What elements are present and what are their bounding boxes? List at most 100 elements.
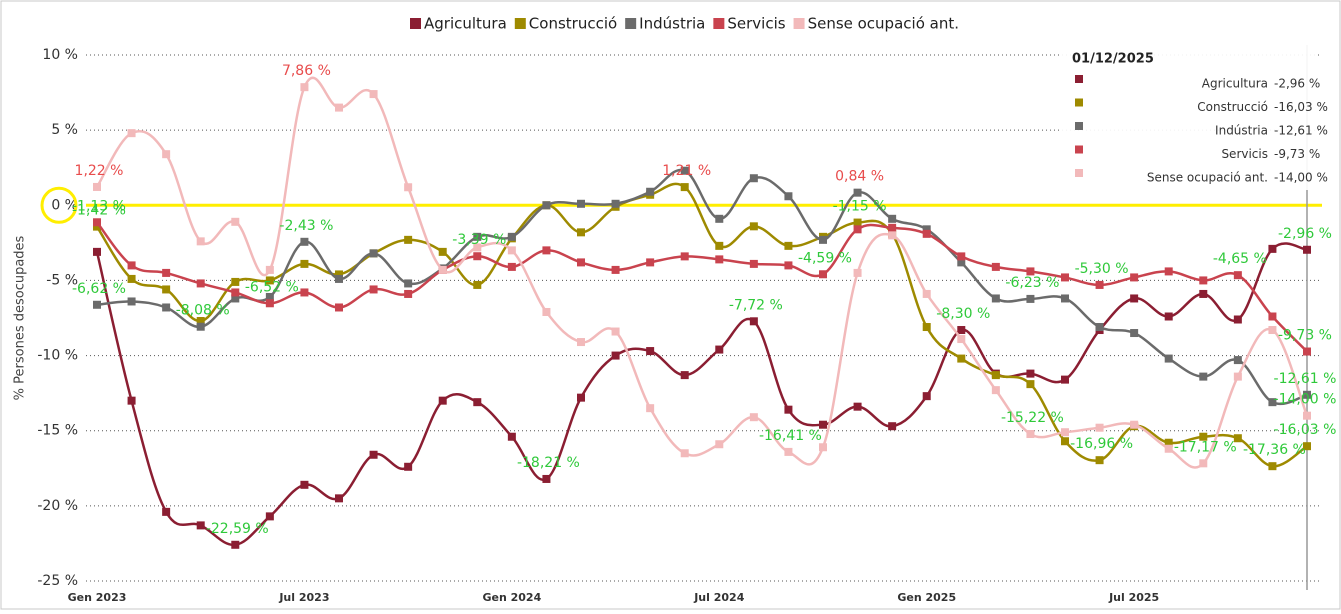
data-point [611, 351, 620, 360]
data-point [93, 247, 101, 256]
x-tick-label: Gen 2023 [68, 591, 127, 604]
data-point [611, 199, 620, 208]
data-point [1164, 438, 1173, 447]
data-point [162, 268, 171, 277]
data-point [507, 232, 516, 241]
data-point [1199, 432, 1208, 441]
data-point [473, 243, 482, 252]
data-point [853, 402, 862, 411]
data-point [473, 280, 482, 289]
data-point [715, 440, 724, 449]
data-label: -3,39 % [452, 232, 506, 248]
data-point [1026, 294, 1035, 303]
data-point [1199, 276, 1208, 285]
data-point [991, 371, 1000, 380]
data-point [1095, 423, 1104, 432]
data-point [1026, 267, 1035, 276]
tooltip-swatch [1075, 75, 1083, 83]
data-point [1130, 329, 1139, 338]
data-point [646, 404, 655, 413]
data-label: -16,41 % [759, 428, 822, 444]
tooltip-title: 01/12/2025 [1072, 52, 1154, 67]
data-point [1268, 312, 1277, 321]
data-label: -2,43 % [279, 218, 333, 234]
y-tick-label: -10 % [37, 348, 78, 364]
data-point [1095, 280, 1104, 289]
data-point [611, 265, 620, 274]
data-point [1026, 369, 1035, 378]
data-point [922, 392, 931, 401]
tooltip-value: -2,96 % [1274, 77, 1320, 91]
data-label: -4,65 % [1213, 251, 1267, 267]
data-point [369, 90, 378, 99]
data-point [265, 512, 274, 521]
data-label: -14,00 % [1274, 392, 1337, 408]
data-point [335, 494, 343, 503]
y-tick-label: 5 % [51, 122, 78, 138]
data-point [1199, 289, 1208, 298]
data-point [404, 183, 413, 192]
data-point [1061, 375, 1069, 384]
data-label: -17,17 % [1174, 439, 1237, 455]
tooltip-label: Indústria [1215, 124, 1268, 138]
tooltip-value: -9,73 % [1274, 147, 1320, 161]
data-point [922, 323, 931, 332]
data-point [196, 317, 205, 326]
tooltip-label: Servicis [1221, 147, 1268, 161]
data-label: -8,30 % [936, 306, 990, 322]
data-point [507, 262, 516, 271]
data-label: -18,21 % [517, 455, 580, 471]
legend-label: Sense ocupació ant. [808, 15, 959, 33]
data-point [127, 261, 136, 270]
data-point [1026, 380, 1035, 389]
data-point [1233, 434, 1242, 443]
data-point [300, 480, 309, 489]
data-point [1061, 273, 1069, 282]
data-point [231, 217, 240, 226]
data-point [93, 218, 101, 227]
data-label: -8,08 % [176, 303, 230, 319]
legend-label: Indústria [639, 15, 705, 33]
y-tick-label: -20 % [37, 498, 78, 514]
data-point [577, 258, 585, 267]
data-point [749, 222, 758, 231]
data-point [196, 237, 205, 246]
tooltip-swatch [1075, 169, 1083, 177]
tooltip-label: Construcció [1197, 100, 1268, 114]
data-point [888, 422, 897, 431]
data-point [715, 241, 724, 250]
y-tick-label: -5 % [46, 272, 78, 288]
data-point [404, 462, 413, 471]
data-point [404, 279, 413, 288]
data-point [1233, 271, 1242, 280]
data-point [784, 192, 793, 201]
data-point [162, 150, 171, 159]
data-point [1026, 430, 1035, 439]
data-point [957, 258, 966, 267]
y-tick-label: -25 % [37, 573, 78, 589]
data-point [438, 396, 447, 405]
data-point [127, 396, 136, 405]
data-point [162, 507, 171, 516]
data-point [888, 223, 897, 232]
data-point [611, 327, 620, 336]
tooltip-value: -12,61 % [1274, 124, 1328, 138]
data-point [404, 235, 413, 244]
legend-swatch [514, 18, 526, 29]
data-point [162, 285, 171, 294]
data-point [542, 246, 551, 255]
data-point [784, 261, 793, 270]
data-point [231, 288, 240, 297]
data-label: -4,59 % [798, 250, 852, 266]
data-point [646, 347, 655, 356]
data-point [335, 274, 343, 283]
legend-swatch [713, 18, 725, 29]
data-point [369, 285, 378, 294]
data-point [507, 246, 516, 255]
data-point [369, 450, 378, 459]
tooltip-swatch [1075, 98, 1083, 107]
data-point [1164, 267, 1173, 276]
data-point [680, 252, 689, 261]
data-point [542, 307, 551, 316]
y-tick-label: 0 % [51, 197, 78, 213]
